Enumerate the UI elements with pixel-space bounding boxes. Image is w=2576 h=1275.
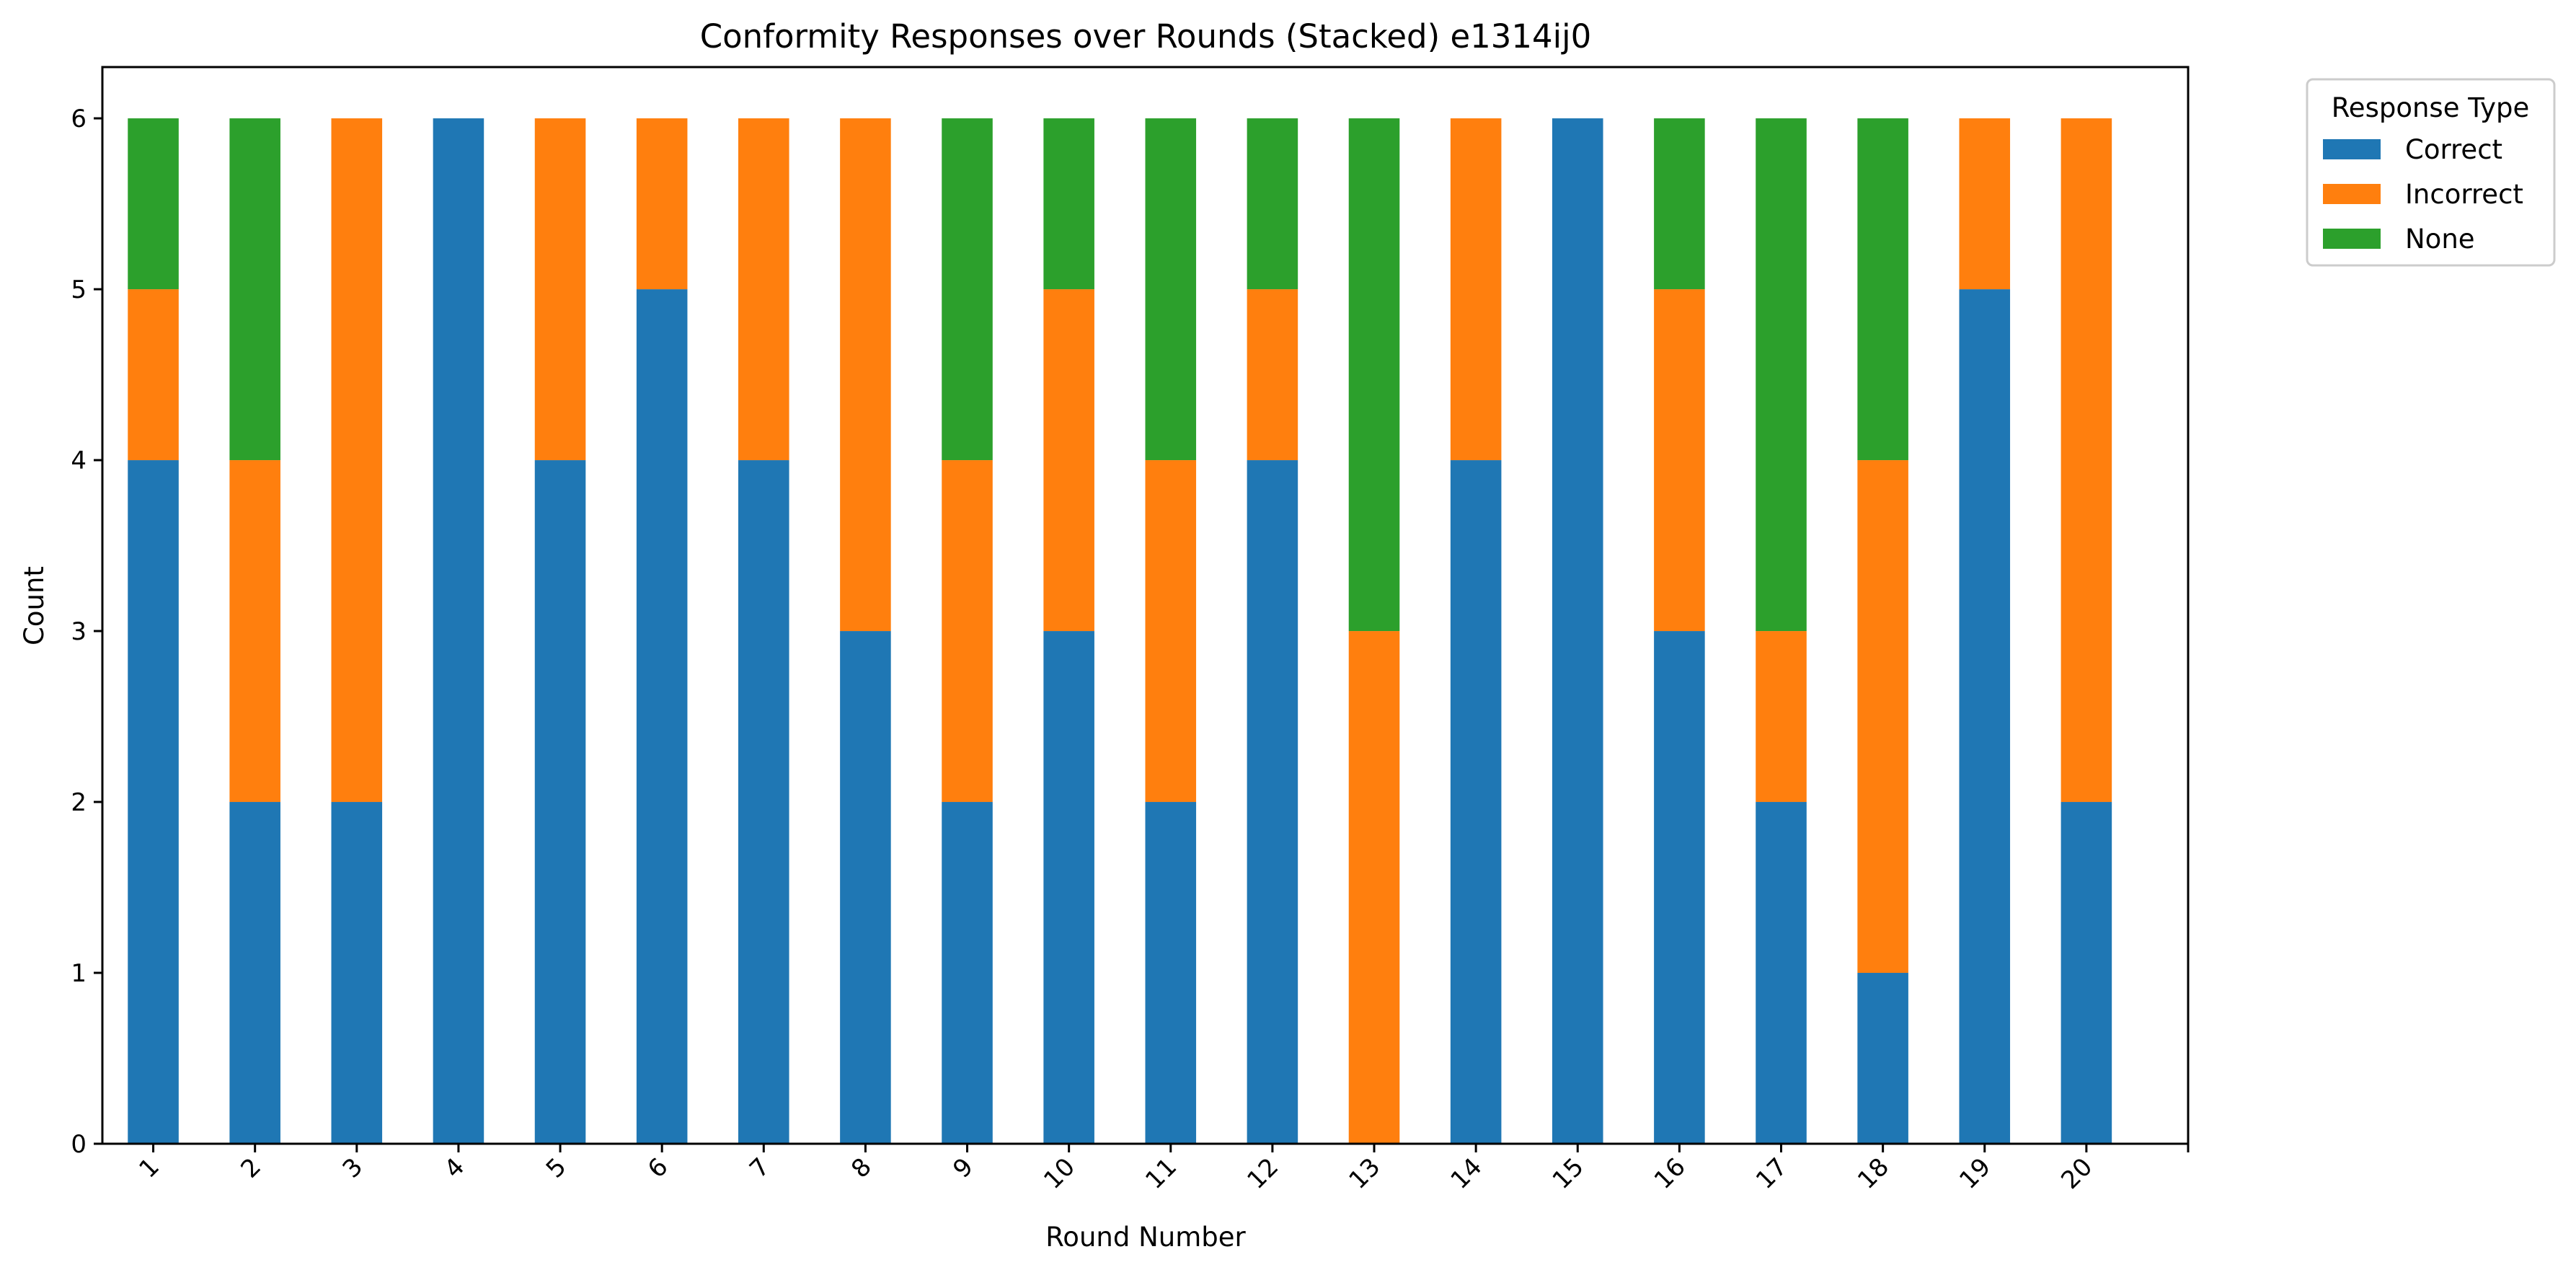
y-axis-ticks: 0 1 2 3 4 5 6 (71, 105, 102, 1159)
bar-round-11-incorrect (1145, 460, 1197, 803)
bar-round-16-none (1654, 118, 1705, 290)
bar-round-8-incorrect (840, 118, 891, 632)
bar-round-18-incorrect (1857, 460, 1908, 974)
bar-round-5-correct (534, 460, 586, 1144)
bar-round-11-none (1145, 118, 1197, 461)
bar-round-13-none (1348, 118, 1400, 632)
chart-title: Conformity Responses over Rounds (Stacke… (700, 17, 1592, 56)
legend-label-incorrect: Incorrect (2405, 179, 2523, 210)
bar-round-3-incorrect (331, 118, 383, 803)
legend-swatch-none (2323, 229, 2381, 249)
legend-box (2306, 78, 2556, 267)
legend-label-none: None (2405, 224, 2475, 255)
bar-round-6-incorrect (636, 118, 688, 290)
bar-round-8-correct (840, 631, 891, 1144)
y-tick-label: 3 (71, 617, 87, 646)
bar-round-13-incorrect (1348, 631, 1400, 1144)
bar-round-9-none (942, 118, 993, 461)
legend-label-correct: Correct (2405, 134, 2502, 165)
bar-round-9-correct (942, 802, 993, 1144)
legend-title: Response Type (2332, 92, 2529, 123)
legend-swatch-correct (2323, 139, 2381, 159)
bar-round-19-incorrect (1959, 118, 2011, 290)
bars-layer (128, 118, 2112, 1144)
y-tick-label: 2 (71, 788, 87, 817)
y-tick-label: 5 (71, 275, 87, 304)
bar-round-2-correct (229, 802, 280, 1144)
y-tick-label: 1 (71, 959, 87, 988)
y-tick-label: 0 (71, 1130, 87, 1159)
y-tick-label: 6 (71, 105, 87, 133)
bar-round-12-incorrect (1247, 289, 1298, 461)
bar-round-3-correct (331, 802, 383, 1144)
plot-frame (101, 66, 2190, 1145)
bar-round-12-correct (1247, 460, 1298, 1144)
y-tick-label: 4 (71, 446, 87, 475)
bar-round-10-none (1043, 118, 1094, 290)
bar-round-1-none (128, 118, 179, 290)
bar-round-16-correct (1654, 631, 1705, 1144)
bar-round-4-correct (433, 118, 484, 1144)
bar-round-14-correct (1450, 460, 1502, 1144)
bar-round-10-incorrect (1043, 289, 1094, 632)
bar-round-2-incorrect (229, 460, 280, 803)
bar-round-20-incorrect (2061, 118, 2112, 803)
bar-round-14-incorrect (1450, 118, 1502, 461)
bar-round-6-correct (636, 289, 688, 1144)
bar-round-18-correct (1857, 973, 1908, 1144)
bar-round-16-incorrect (1654, 289, 1705, 632)
legend-items: Correct Incorrect None (2323, 134, 2523, 255)
bar-round-20-correct (2061, 802, 2112, 1144)
bar-round-19-correct (1959, 289, 2011, 1144)
legend-swatch-incorrect (2323, 184, 2381, 204)
bar-round-9-incorrect (942, 460, 993, 803)
bar-round-17-correct (1756, 802, 1807, 1144)
bar-round-12-none (1247, 118, 1298, 290)
y-axis-label: Count (19, 566, 50, 645)
x-axis-label: Round Number (1045, 1222, 1246, 1253)
bar-round-1-correct (128, 460, 179, 1144)
bar-round-18-none (1857, 118, 1908, 461)
bar-round-17-none (1756, 118, 1807, 632)
bar-round-7-incorrect (738, 118, 789, 461)
legend: Response Type Correct Incorrect None (2306, 78, 2556, 267)
bar-round-2-none (229, 118, 280, 461)
bar-round-1-incorrect (128, 289, 179, 461)
bar-round-17-incorrect (1756, 631, 1807, 803)
bar-round-5-incorrect (534, 118, 586, 461)
bar-round-10-correct (1043, 631, 1094, 1144)
bar-round-11-correct (1145, 802, 1197, 1144)
bar-round-7-correct (738, 460, 789, 1144)
bar-round-15-correct (1552, 118, 1603, 1144)
